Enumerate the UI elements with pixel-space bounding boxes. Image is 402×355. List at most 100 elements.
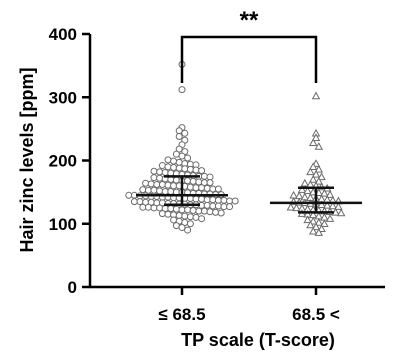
data-point [308, 216, 318, 225]
data-point [320, 219, 329, 227]
data-point [167, 187, 175, 195]
data-point [164, 210, 172, 218]
data-point [170, 157, 178, 165]
data-point [189, 177, 197, 185]
data-point [198, 167, 206, 175]
data-point [286, 202, 296, 211]
data-point [147, 180, 155, 188]
data-point [334, 202, 343, 210]
data-point [142, 179, 150, 187]
data-point [181, 165, 189, 173]
data-point [164, 163, 172, 171]
y-axis-title: Hair zinc levels [ppm] [17, 67, 37, 252]
data-point [158, 210, 166, 218]
data-point [164, 181, 172, 189]
data-point [217, 209, 225, 217]
data-point [172, 222, 180, 230]
data-point [214, 185, 222, 193]
data-point [308, 162, 318, 171]
data-point [175, 212, 183, 220]
data-point [203, 184, 211, 192]
data-point [175, 164, 183, 172]
data-point [170, 216, 178, 224]
data-point [200, 172, 208, 180]
x-axis: ≤ 68.5 68.5 < [89, 285, 385, 324]
data-point [325, 190, 335, 198]
data-point [317, 200, 326, 208]
data-point [139, 186, 147, 194]
data-point [161, 169, 169, 177]
data-point [317, 172, 326, 181]
data-point [314, 218, 324, 226]
data-point [314, 228, 324, 236]
significance-bracket: ** [180, 7, 318, 83]
data-point [172, 150, 180, 158]
data-point [198, 195, 206, 203]
y-tick-label: 0 [68, 278, 77, 297]
data-point [226, 203, 234, 211]
data-point [189, 206, 197, 214]
y-axis: 0 100 200 300 400 [49, 25, 92, 297]
data-point [308, 175, 318, 183]
data-point [297, 185, 307, 193]
significance-label: ** [240, 7, 259, 34]
data-point [314, 142, 324, 150]
data-point [167, 205, 175, 213]
data-point [198, 215, 206, 223]
data-point [212, 208, 220, 216]
x-axis-title: TP scale (T-score) [181, 330, 335, 350]
data-point [336, 208, 346, 217]
data-point [150, 167, 158, 175]
data-point [231, 197, 239, 205]
data-point [178, 224, 186, 232]
data-point [164, 156, 172, 164]
data-point [184, 226, 192, 234]
summary-bars [136, 175, 362, 214]
data-point [195, 178, 203, 186]
x-tick-label: ≤ 68.5 [158, 305, 205, 324]
data-point [170, 163, 178, 171]
x-tick-label: 68.5 < [292, 305, 340, 324]
data-point [150, 186, 158, 194]
data-point [181, 129, 189, 137]
data-point [303, 215, 312, 224]
significance-line [180, 35, 318, 83]
data-point [292, 203, 301, 212]
data-point [178, 152, 186, 160]
data-point [200, 207, 208, 215]
data-point [156, 187, 164, 195]
data-point [317, 224, 326, 233]
data-point [156, 204, 164, 212]
data-point [311, 133, 321, 141]
data-point [181, 212, 189, 220]
data-point [203, 201, 211, 209]
data-point [294, 191, 304, 200]
data-point [314, 176, 324, 185]
data-point [184, 206, 192, 214]
data-point [150, 174, 158, 182]
data-point [289, 190, 298, 199]
data-point [206, 179, 214, 187]
data-point [328, 201, 338, 210]
data-point [320, 188, 329, 197]
data-point [314, 164, 324, 173]
data-point [175, 132, 183, 140]
data-point [311, 91, 321, 100]
data-point [178, 86, 186, 94]
data-point [311, 222, 321, 231]
data-point [156, 168, 164, 176]
data-point [322, 200, 332, 209]
data-point [186, 165, 194, 173]
data-point [306, 220, 315, 229]
y-tick-label: 100 [49, 215, 77, 234]
data-point [184, 154, 192, 162]
data-points [125, 60, 346, 236]
data-point [306, 167, 315, 176]
data-point [325, 214, 335, 222]
data-point [300, 178, 310, 187]
data-point [308, 138, 318, 147]
data-point [144, 203, 152, 211]
y-tick-label: 200 [49, 152, 77, 171]
data-point [172, 205, 180, 213]
